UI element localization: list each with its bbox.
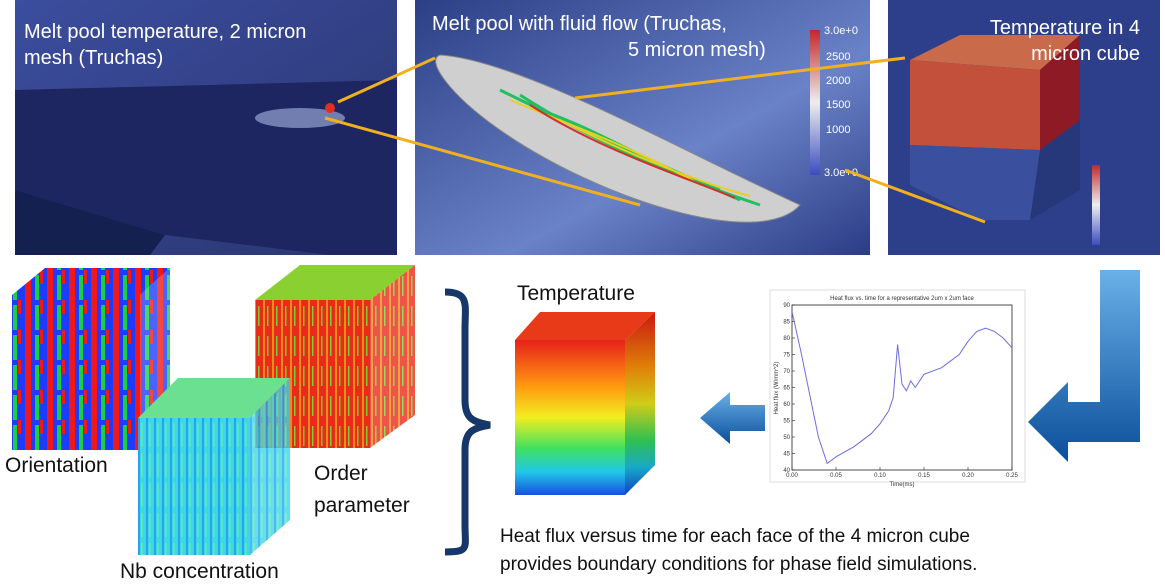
x-tick-label: 0.20 <box>962 473 974 479</box>
cube-label: Orientation <box>5 454 108 477</box>
cube-label: Temperature <box>517 282 635 305</box>
cube-face <box>138 418 250 555</box>
y-tick-label: 90 <box>783 303 790 309</box>
y-tick-label: 60 <box>783 402 790 408</box>
arrow-elbow <box>1028 270 1140 462</box>
nb-cube <box>138 378 290 555</box>
y-tick-label: 40 <box>783 468 790 474</box>
x-tick-label: 0.10 <box>874 473 886 479</box>
x-axis-label: Time(ms) <box>889 482 914 488</box>
y-tick-label: 75 <box>783 353 790 359</box>
panel-fluid-flow: 3.0e+0 2500 2000 1500 1000 3.0e+0 Melt p… <box>415 0 870 255</box>
x-tick-label: 0.05 <box>830 473 842 479</box>
colorbar-label: 2500 <box>826 51 850 63</box>
y-tick-label: 80 <box>783 336 790 342</box>
y-axis-label: Heat flux (W/mm^2) <box>774 362 780 415</box>
cube-front-hot <box>910 60 1040 150</box>
colorbar-label: 2000 <box>826 75 850 87</box>
colorbar-label: 3.0e+0 <box>824 25 858 37</box>
cube-face <box>12 295 140 450</box>
colorbar <box>810 30 820 175</box>
cube-face <box>625 312 655 495</box>
colorbar-label: 1000 <box>826 124 850 136</box>
cube-label: Nb concentration <box>120 560 279 583</box>
arrow-left <box>700 392 765 444</box>
y-tick-label: 55 <box>783 419 790 425</box>
bracket <box>445 292 490 552</box>
melt-pool <box>325 103 335 113</box>
colorbar-label: 1500 <box>826 99 850 111</box>
cube-face <box>515 340 625 495</box>
x-tick-label: 0.25 <box>1006 473 1018 479</box>
heat-flux-plot: Heat flux vs. time for a representative … <box>770 290 1025 488</box>
figure: Melt pool temperature, 2 micronmesh (Tru… <box>0 0 1165 587</box>
y-tick-label: 85 <box>783 320 790 326</box>
colorbar <box>1092 165 1100 245</box>
caption: Heat flux versus time for each face of t… <box>500 526 977 575</box>
y-tick-label: 45 <box>783 452 790 458</box>
y-tick-label: 70 <box>783 369 790 375</box>
x-tick-label: 0.15 <box>918 473 930 479</box>
plot-title: Heat flux vs. time for a representative … <box>830 296 974 302</box>
y-tick-label: 50 <box>783 435 790 441</box>
y-tick-label: 65 <box>783 386 790 392</box>
